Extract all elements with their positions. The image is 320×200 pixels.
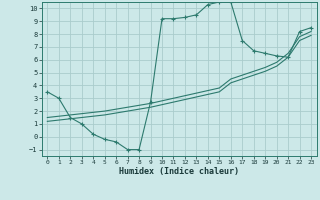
X-axis label: Humidex (Indice chaleur): Humidex (Indice chaleur) xyxy=(119,167,239,176)
